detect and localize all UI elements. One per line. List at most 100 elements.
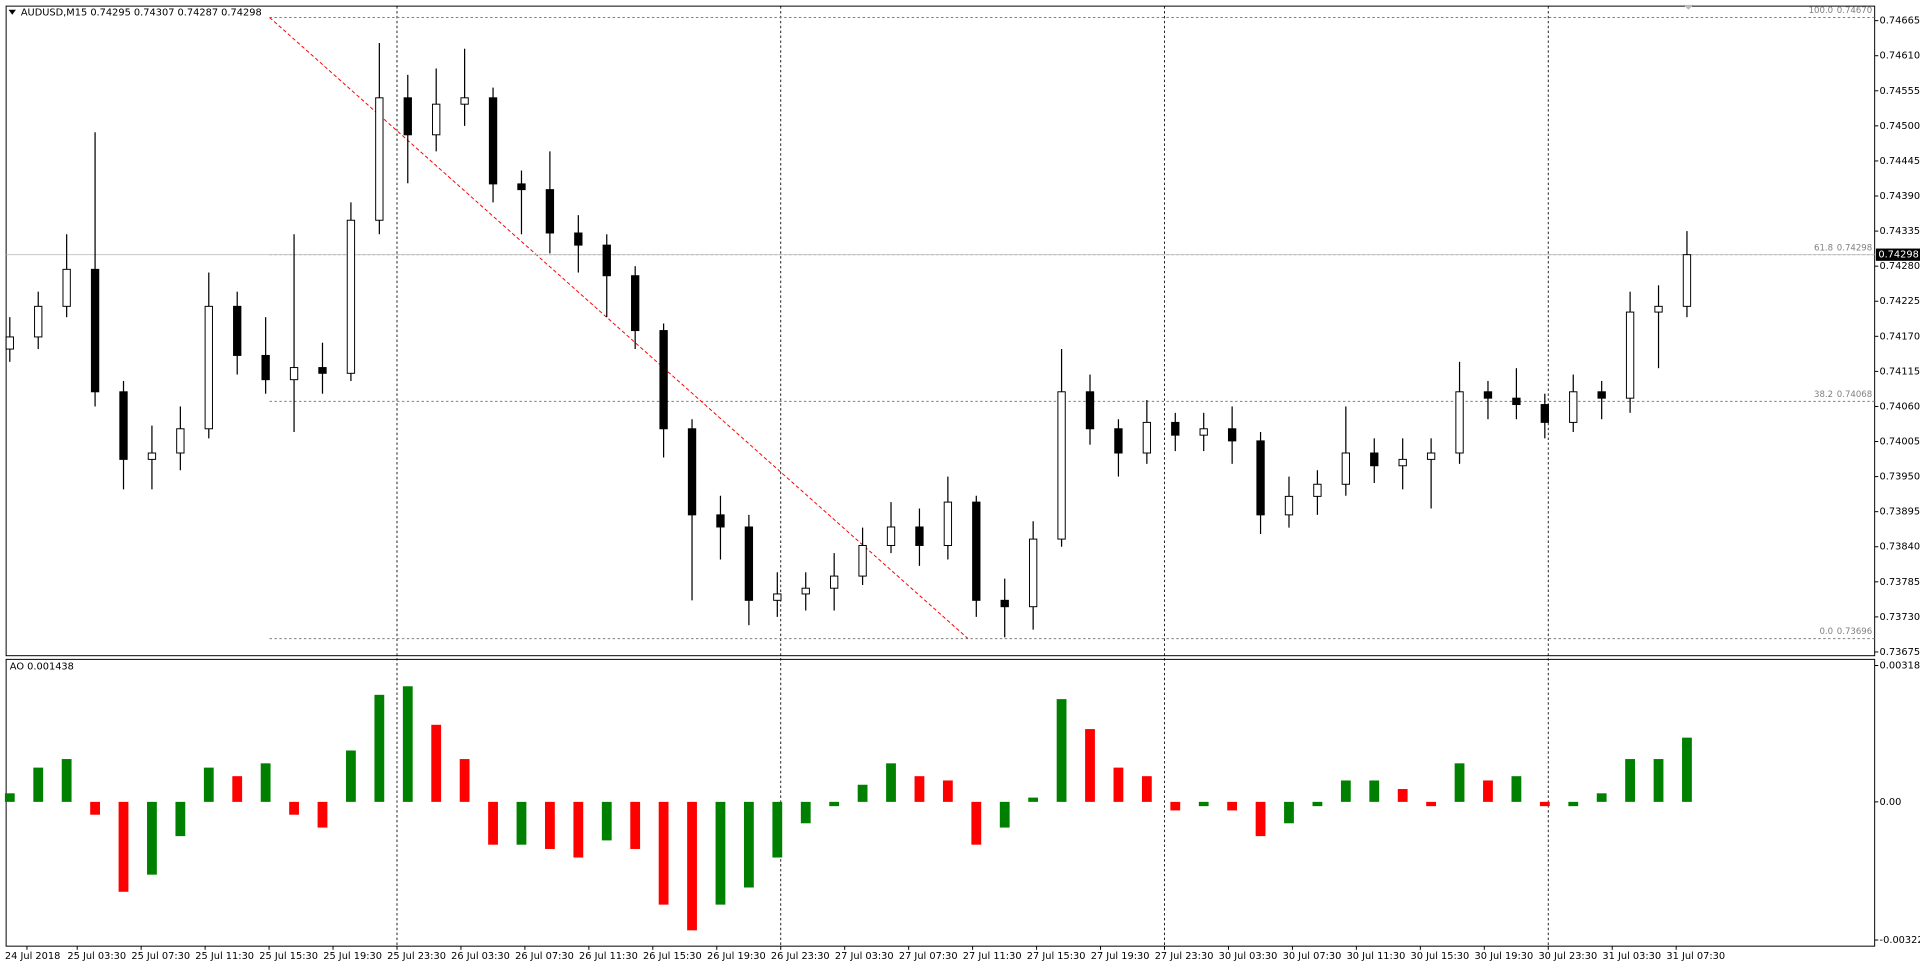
indicator-title: AO 0.001438	[10, 662, 74, 673]
fib-level-label: 61.8	[1814, 243, 1833, 253]
candle-body	[773, 593, 782, 601]
y-tick-label: 0.74060	[1880, 401, 1920, 412]
ao-bar	[857, 784, 868, 802]
candle-body	[1256, 440, 1265, 516]
candle-body	[1569, 391, 1578, 423]
ao-bar	[289, 801, 299, 815]
candle-body	[1483, 391, 1493, 399]
candle-body	[943, 501, 953, 546]
candle-body	[90, 268, 100, 393]
candle-body	[972, 501, 981, 601]
candle-body	[1142, 421, 1152, 454]
candle-body	[1426, 452, 1436, 460]
y-tick-label: 0.74555	[1880, 86, 1920, 97]
candle-body	[147, 452, 157, 460]
ao-bar	[1085, 729, 1095, 802]
fib-price-label: 0.74298	[1837, 243, 1872, 253]
candle-body	[261, 354, 270, 381]
candle-body	[915, 526, 924, 546]
ao-bar	[232, 776, 243, 802]
ao-bar	[1539, 801, 1550, 807]
x-tick-label: 30 Jul 11:30	[1347, 951, 1406, 962]
candle-body	[858, 544, 867, 577]
ao-bar	[886, 763, 896, 802]
ao-bar	[687, 801, 697, 931]
candle-body	[1114, 428, 1123, 454]
candle-body	[403, 97, 412, 136]
x-tick-label: 30 Jul 19:30	[1474, 951, 1533, 962]
candle-body	[1654, 305, 1663, 313]
ao-bar	[61, 759, 72, 802]
ao-bar	[1312, 801, 1323, 807]
ao-bar	[658, 801, 669, 905]
ao-bar	[1255, 801, 1266, 837]
ao-bar	[317, 801, 328, 828]
y-tick-label: 0.74170	[1880, 331, 1920, 342]
ao-bar	[1056, 699, 1067, 802]
ao-bar	[630, 801, 641, 849]
x-tick-label: 26 Jul 19:30	[707, 951, 766, 962]
x-tick-label: 25 Jul 19:30	[323, 951, 382, 962]
candle-body	[1057, 391, 1066, 540]
candle-body	[1455, 391, 1464, 454]
x-tick-label: 27 Jul 11:30	[963, 951, 1022, 962]
current-price-label: 0.74298	[1878, 250, 1919, 261]
candle-body	[687, 428, 697, 516]
x-tick-label: 26 Jul 03:30	[451, 951, 510, 962]
ao-bar	[4, 793, 15, 802]
candle-body	[1171, 421, 1180, 436]
x-tick-label: 27 Jul 23:30	[1155, 951, 1214, 962]
candle-body	[517, 183, 526, 191]
x-tick-label: 31 Jul 03:30	[1602, 951, 1661, 962]
fib-level-label: 100.0	[1809, 6, 1834, 16]
x-tick-label: 25 Jul 23:30	[387, 951, 446, 962]
collapse-icon[interactable]	[8, 9, 16, 15]
y-tick-label: 0.74225	[1880, 296, 1920, 307]
candle-body	[1370, 452, 1379, 467]
candle-body	[716, 514, 725, 528]
ao-bar	[203, 767, 214, 802]
fib-price-label: 0.73696	[1837, 627, 1872, 637]
fib-level-label: 38.2	[1814, 389, 1833, 399]
ao-bar	[1426, 801, 1437, 807]
y-tick-label: 0.74115	[1880, 366, 1920, 377]
ao-bar	[1483, 780, 1493, 802]
ao-bar	[90, 801, 100, 815]
ao-bar	[1568, 801, 1579, 807]
ao-bar	[488, 801, 498, 845]
ao-bar	[1454, 763, 1465, 802]
indicator-pane	[5, 658, 1876, 947]
fib-level-label: 0.0	[1819, 627, 1833, 637]
x-tick-label: 25 Jul 11:30	[195, 951, 254, 962]
shift-marker	[1683, 4, 1694, 10]
ao-bar	[459, 759, 470, 802]
x-tick-label: 24 Jul 2018	[5, 951, 60, 962]
ao-bar	[914, 776, 925, 802]
ao-bar	[999, 801, 1010, 828]
y-tick-label: 0.73840	[1880, 542, 1920, 553]
fib-label: 0.0 0.73696	[1819, 627, 1872, 637]
x-tick-label: 30 Jul 07:30	[1283, 951, 1342, 962]
ao-bar	[1596, 793, 1607, 802]
candle-body	[1227, 428, 1237, 442]
fib-trendline	[269, 17, 969, 639]
x-tick-label: 30 Jul 15:30	[1411, 951, 1470, 962]
ao-bar	[743, 801, 754, 888]
y-tick-label: 0.74005	[1880, 437, 1920, 448]
x-tick-label: 30 Jul 03:30	[1219, 951, 1278, 962]
ao-bar	[601, 801, 612, 841]
ao-bar	[1653, 759, 1664, 802]
candle-body	[375, 97, 384, 221]
candle-body	[289, 367, 299, 381]
y-tick-label: 0.74335	[1880, 226, 1920, 237]
y-tick-label: 0.73730	[1880, 612, 1920, 623]
fib-label: 61.8 0.74298	[1814, 243, 1872, 253]
y-tick-label: 0.74665	[1880, 16, 1920, 27]
ao-bar	[431, 724, 442, 802]
candle-body	[318, 367, 327, 374]
candle-body	[460, 97, 469, 105]
x-tick-label: 31 Jul 07:30	[1666, 951, 1725, 962]
ao-bar	[1227, 801, 1238, 811]
candle-body	[574, 232, 583, 246]
